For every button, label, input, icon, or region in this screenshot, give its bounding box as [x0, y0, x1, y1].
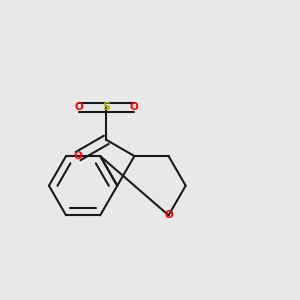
Text: S: S [102, 102, 110, 112]
Text: O: O [130, 102, 138, 112]
Text: O: O [164, 210, 173, 220]
Text: O: O [74, 102, 83, 112]
Text: O: O [74, 151, 82, 161]
